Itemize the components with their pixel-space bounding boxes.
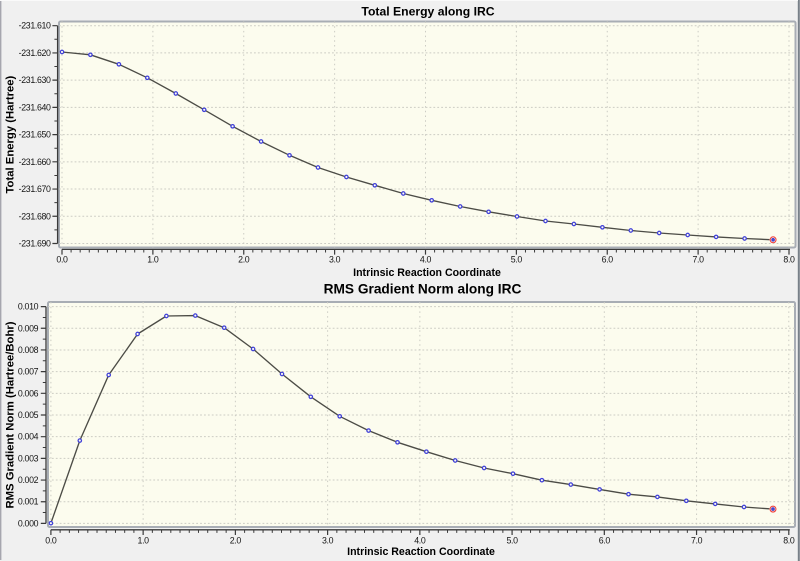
svg-text:Intrinsic Reaction Coordinate: Intrinsic Reaction Coordinate	[353, 267, 501, 279]
svg-text:7.0: 7.0	[691, 535, 703, 545]
svg-text:4.0: 4.0	[420, 254, 432, 264]
svg-text:-231.640: -231.640	[19, 102, 51, 112]
svg-text:6.0: 6.0	[602, 254, 614, 264]
svg-text:0.006: 0.006	[18, 388, 39, 398]
svg-text:5.0: 5.0	[506, 535, 518, 545]
svg-text:8.0: 8.0	[783, 254, 795, 264]
svg-text:RMS Gradient Norm (Hartree/Boh: RMS Gradient Norm (Hartree/Bohr)	[5, 321, 17, 508]
svg-text:3.0: 3.0	[322, 535, 334, 545]
svg-text:-231.610: -231.610	[19, 21, 51, 31]
svg-text:2.0: 2.0	[238, 254, 250, 264]
svg-text:0.002: 0.002	[18, 475, 39, 485]
svg-text:0.0: 0.0	[56, 254, 68, 264]
svg-text:1.0: 1.0	[147, 254, 159, 264]
svg-text:0.004: 0.004	[18, 432, 39, 442]
svg-text:0.000: 0.000	[18, 518, 39, 528]
svg-text:0.008: 0.008	[18, 345, 39, 355]
svg-text:-231.650: -231.650	[19, 130, 51, 140]
svg-text:-231.690: -231.690	[19, 239, 51, 249]
svg-text:Intrinsic Reaction Coordinate: Intrinsic Reaction Coordinate	[347, 546, 495, 558]
svg-text:3.0: 3.0	[329, 254, 341, 264]
svg-text:0.001: 0.001	[18, 497, 39, 507]
svg-text:-231.680: -231.680	[19, 211, 51, 221]
svg-text:0.005: 0.005	[18, 410, 39, 420]
svg-text:7.0: 7.0	[693, 254, 705, 264]
svg-text:4.0: 4.0	[414, 535, 426, 545]
svg-text:-231.620: -231.620	[19, 48, 51, 58]
svg-text:-231.660: -231.660	[19, 157, 51, 167]
svg-text:0.010: 0.010	[18, 302, 39, 312]
svg-text:Total Energy along IRC: Total Energy along IRC	[361, 5, 494, 19]
svg-text:-231.630: -231.630	[19, 75, 51, 85]
svg-text:2.0: 2.0	[230, 535, 242, 545]
svg-text:6.0: 6.0	[599, 535, 611, 545]
svg-text:Total Energy (Hartree): Total Energy (Hartree)	[5, 75, 17, 193]
svg-text:8.0: 8.0	[783, 535, 795, 545]
svg-text:5.0: 5.0	[511, 254, 523, 264]
svg-text:0.003: 0.003	[18, 453, 39, 463]
svg-text:0.009: 0.009	[18, 323, 39, 333]
svg-text:0.0: 0.0	[45, 535, 57, 545]
svg-text:1.0: 1.0	[138, 535, 150, 545]
svg-text:-231.670: -231.670	[19, 184, 51, 194]
svg-text:RMS Gradient Norm along IRC: RMS Gradient Norm along IRC	[324, 281, 522, 296]
svg-text:0.007: 0.007	[18, 367, 39, 377]
